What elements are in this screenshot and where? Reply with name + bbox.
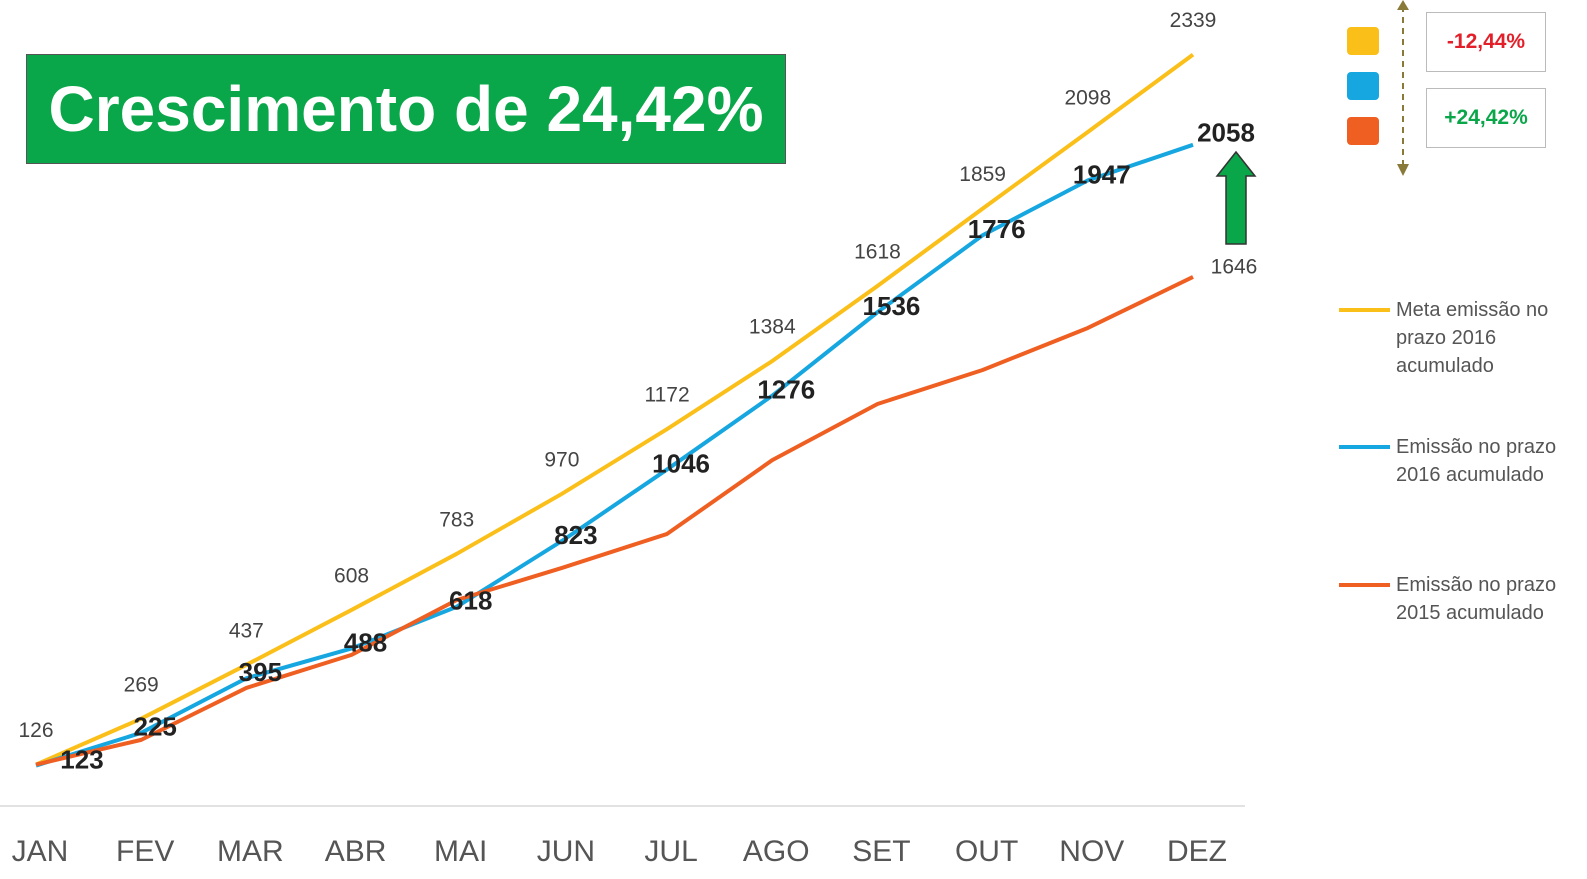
- data-label: 1618: [854, 240, 901, 263]
- data-label: 225: [133, 712, 176, 742]
- arrow-head: [1397, 0, 1409, 10]
- series-line: [35, 142, 1194, 768]
- x-tick-label: NOV: [1059, 835, 1124, 868]
- x-tick-label: MAI: [434, 835, 487, 868]
- x-tick-label: JUN: [537, 835, 595, 868]
- x-tick-label: JAN: [12, 835, 69, 868]
- data-label: 970: [544, 448, 579, 471]
- data-label: 823: [554, 520, 597, 550]
- series-line: [35, 53, 1195, 767]
- legend-swatch: [1347, 27, 1379, 55]
- legend-label: Meta emissão no prazo 2016 acumulado: [1396, 299, 1549, 377]
- data-label: 2058: [1197, 118, 1255, 148]
- data-label: 1646: [1211, 256, 1258, 279]
- legend-label: Emissão no prazo 2015 acumulado: [1396, 574, 1557, 624]
- annotation: -12,44%: [1426, 12, 1546, 72]
- data-label: 1536: [863, 291, 921, 321]
- data-label: 395: [239, 657, 282, 687]
- annotation: +24,42%: [1426, 88, 1546, 148]
- data-label: 2098: [1064, 87, 1111, 110]
- x-tick-label: ABR: [325, 835, 387, 868]
- data-label: 618: [449, 586, 492, 616]
- data-label: 437: [229, 619, 264, 642]
- legend-swatch: [1347, 72, 1379, 100]
- data-label: 1776: [968, 214, 1026, 244]
- arrow-head: [1397, 164, 1409, 176]
- x-tick-label: OUT: [955, 835, 1018, 868]
- x-tick-label: SET: [852, 835, 910, 868]
- x-tick-label: AGO: [743, 835, 810, 868]
- data-label: 1276: [757, 375, 815, 405]
- data-label: 1172: [645, 384, 690, 407]
- data-label: 269: [124, 673, 159, 696]
- legend-swatch: [1347, 117, 1379, 145]
- data-label: 1947: [1073, 159, 1131, 189]
- legend-label: Emissão no prazo 2016 acumulado: [1396, 436, 1557, 486]
- data-label: 1859: [959, 163, 1006, 186]
- data-label: 783: [439, 508, 474, 531]
- chart-title: Crescimento de 24,42%: [26, 54, 786, 164]
- data-label: 1384: [749, 316, 796, 339]
- data-label: 488: [344, 627, 387, 657]
- series-line: [35, 275, 1194, 767]
- data-label: 123: [60, 744, 103, 774]
- x-tick-label: FEV: [116, 835, 174, 868]
- x-tick-label: DEZ: [1167, 835, 1227, 868]
- data-label: 126: [18, 719, 53, 742]
- growth-arrow: [1215, 150, 1257, 245]
- data-label: 1046: [652, 448, 710, 478]
- x-tick-label: MAR: [217, 835, 284, 868]
- data-label: 2339: [1170, 9, 1217, 32]
- x-tick-label: JUL: [644, 835, 697, 868]
- data-label: 608: [334, 565, 369, 588]
